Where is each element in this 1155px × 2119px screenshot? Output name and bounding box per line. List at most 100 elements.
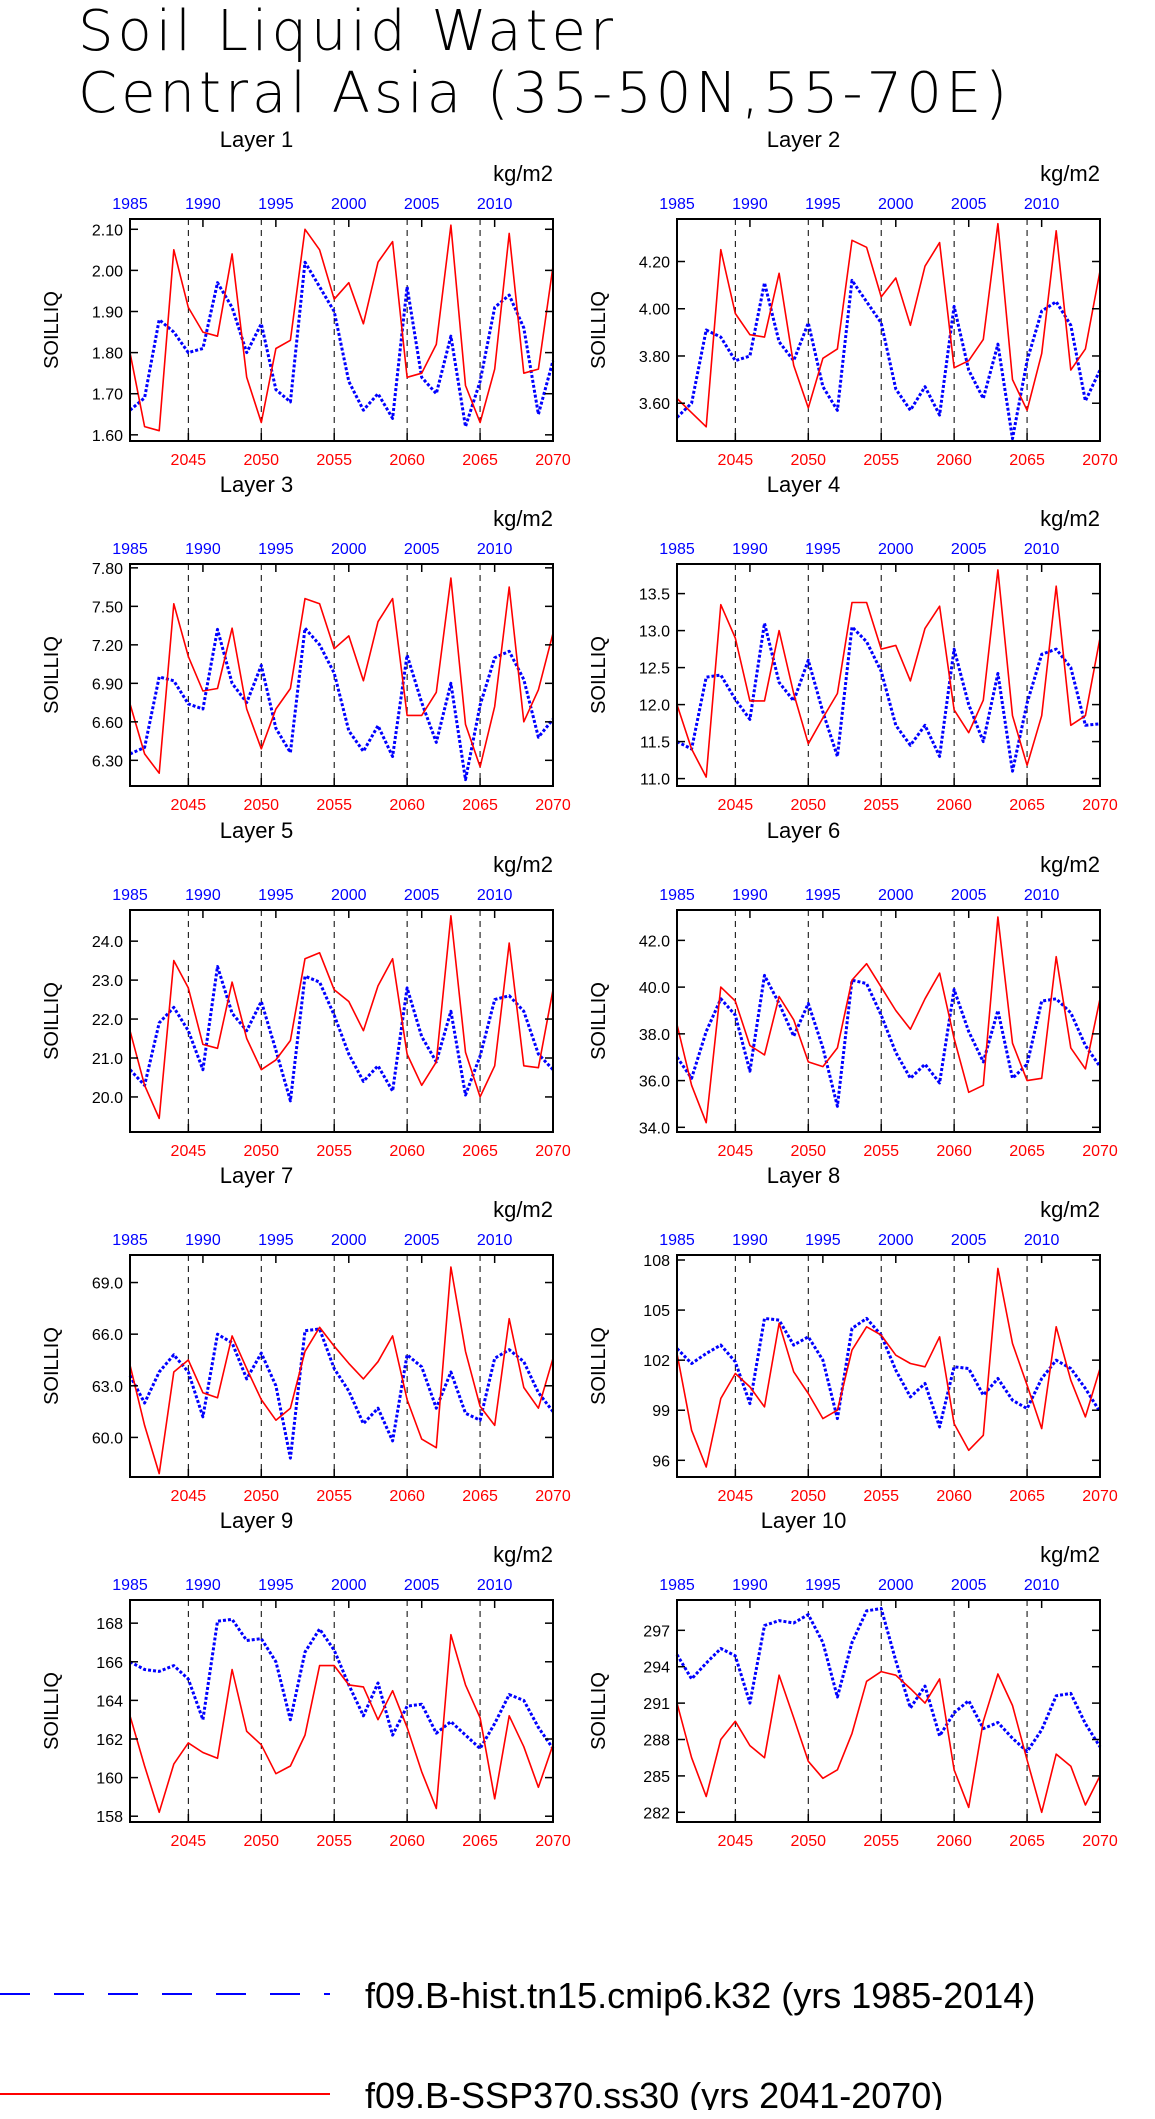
y-tick-label: 66.0 xyxy=(92,1327,123,1344)
x-top-tick-label: 1995 xyxy=(258,541,294,558)
x-top-tick-label: 1990 xyxy=(732,196,768,213)
units-label: kg/m2 xyxy=(1040,161,1100,186)
plot-frame xyxy=(676,1599,1101,1823)
x-bottom-tick-label: 2055 xyxy=(316,1488,352,1505)
y-tick-label: 1.80 xyxy=(92,346,123,363)
x-top-tick-label: 2005 xyxy=(404,887,440,904)
y-tick-label: 60.0 xyxy=(92,1430,123,1447)
x-bottom-tick-label: 2050 xyxy=(243,1833,279,1850)
y-tick-label: 12.5 xyxy=(639,661,670,678)
x-bottom-tick-label: 2065 xyxy=(1009,1488,1045,1505)
y-tick-label: 6.90 xyxy=(92,676,123,693)
y-tick-label: 2.00 xyxy=(92,263,123,280)
x-bottom-tick-label: 2065 xyxy=(462,797,498,814)
y-tick-label: 4.20 xyxy=(639,255,670,272)
x-top-tick-label: 1990 xyxy=(732,887,768,904)
x-top-tick-label: 1990 xyxy=(185,541,221,558)
plot-frame xyxy=(676,218,1101,442)
chart-panels: Layer 1 kg/m2 SOILLIQ 1.60 1.70 1.80 1.90 2.00 2… xyxy=(41,127,1118,1850)
y-axis-label: SOILLIQ xyxy=(588,291,610,369)
x-top-tick-label: 1990 xyxy=(732,1577,768,1594)
x-bottom-tick-label: 2070 xyxy=(535,797,571,814)
series-hist-line xyxy=(129,626,555,782)
x-bottom-tick-label: 2055 xyxy=(316,1833,352,1850)
panel-title: Layer 4 xyxy=(767,472,840,497)
x-bottom-tick-label: 2055 xyxy=(316,452,352,469)
x-top-tick-label: 2000 xyxy=(878,196,914,213)
x-top-tick-label: 2010 xyxy=(1024,1232,1060,1249)
x-top-tick-label: 2005 xyxy=(404,541,440,558)
series-ssp-line xyxy=(129,577,554,775)
y-tick-label: 7.50 xyxy=(92,599,123,616)
y-tick-label: 164 xyxy=(96,1693,123,1710)
x-top-tick-label: 2000 xyxy=(331,196,367,213)
x-bottom-tick-label: 2070 xyxy=(535,1488,571,1505)
series-hist-line xyxy=(675,1316,1102,1429)
legend-label-ssp: f09.B-SSP370.ss30 (yrs 2041-2070) xyxy=(365,2075,943,2110)
x-top-tick-label: 2000 xyxy=(331,541,367,558)
x-top-tick-label: 2010 xyxy=(477,541,513,558)
y-axis-label: SOILLIQ xyxy=(41,1327,63,1405)
panel-layer-4: Layer 4 kg/m2 SOILLIQ 11.0 11.5 12.0 12.5 13.0 1… xyxy=(588,472,1118,814)
series-ssp-line xyxy=(129,1633,554,1814)
x-top-tick-label: 2010 xyxy=(1024,541,1060,558)
x-bottom-tick-label: 2065 xyxy=(1009,797,1045,814)
units-label: kg/m2 xyxy=(1040,1542,1100,1567)
y-tick-label: 162 xyxy=(96,1732,123,1749)
y-tick-label: 6.30 xyxy=(92,753,123,770)
y-tick-label: 3.60 xyxy=(639,396,670,413)
units-label: kg/m2 xyxy=(1040,1197,1100,1222)
y-tick-label: 11.5 xyxy=(640,735,670,752)
y-tick-label: 291 xyxy=(643,1696,670,1713)
x-bottom-tick-label: 2060 xyxy=(389,1833,425,1850)
y-tick-label: 23.0 xyxy=(92,973,123,990)
y-tick-label: 105 xyxy=(643,1303,670,1320)
x-top-tick-label: 2005 xyxy=(404,1232,440,1249)
series-ssp-line xyxy=(676,1267,1101,1468)
series-ssp-line xyxy=(676,1670,1101,1814)
x-top-tick-label: 2010 xyxy=(1024,887,1060,904)
x-bottom-tick-label: 2070 xyxy=(1082,1833,1118,1850)
y-tick-label: 158 xyxy=(96,1809,123,1826)
x-top-tick-label: 2000 xyxy=(878,1232,914,1249)
x-top-tick-label: 2010 xyxy=(1024,196,1060,213)
y-tick-label: 1.90 xyxy=(92,305,123,322)
y-tick-label: 63.0 xyxy=(92,1379,123,1396)
panel-layer-6: Layer 6 kg/m2 SOILLIQ 34.0 36.0 38.0 40.0 42.0 2… xyxy=(588,818,1118,1160)
y-tick-label: 166 xyxy=(96,1655,123,1672)
x-top-tick-label: 2010 xyxy=(477,196,513,213)
x-bottom-tick-label: 2070 xyxy=(535,1833,571,1850)
units-label: kg/m2 xyxy=(1040,506,1100,531)
x-bottom-tick-label: 2060 xyxy=(936,797,972,814)
x-top-tick-label: 1985 xyxy=(659,1232,695,1249)
x-top-tick-label: 2000 xyxy=(878,1577,914,1594)
x-top-tick-label: 2005 xyxy=(951,1577,987,1594)
plot-frame xyxy=(129,1599,554,1823)
x-top-tick-label: 2005 xyxy=(951,887,987,904)
x-top-tick-label: 1985 xyxy=(659,196,695,213)
x-top-tick-label: 2000 xyxy=(331,887,367,904)
x-bottom-tick-label: 2070 xyxy=(535,1143,571,1160)
y-axis-label: SOILLIQ xyxy=(588,1672,610,1750)
y-axis-label: SOILLIQ xyxy=(588,982,610,1060)
y-tick-label: 34.0 xyxy=(639,1120,670,1137)
series-hist-line xyxy=(675,973,1102,1108)
panel-layer-2: Layer 2 kg/m2 SOILLIQ 3.60 3.80 4.00 4.20 2045 2… xyxy=(588,127,1118,469)
y-tick-label: 6.60 xyxy=(92,715,123,732)
y-tick-label: 297 xyxy=(643,1623,670,1640)
series-hist-line xyxy=(676,621,1101,773)
x-top-tick-label: 2000 xyxy=(331,1232,367,1249)
plot-frame xyxy=(676,563,1101,787)
panel-title: Layer 8 xyxy=(767,1163,840,1188)
x-top-tick-label: 2000 xyxy=(878,541,914,558)
plot-frame xyxy=(676,1254,1101,1478)
x-bottom-tick-label: 2055 xyxy=(863,1143,899,1160)
x-top-tick-label: 1985 xyxy=(112,196,148,213)
series-hist-line xyxy=(128,965,555,1103)
y-tick-label: 42.0 xyxy=(639,933,670,950)
y-tick-label: 102 xyxy=(643,1353,670,1370)
y-tick-label: 160 xyxy=(96,1771,123,1788)
y-axis-label: SOILLIQ xyxy=(41,982,63,1060)
x-bottom-tick-label: 2060 xyxy=(389,452,425,469)
x-top-tick-label: 1990 xyxy=(732,1232,768,1249)
